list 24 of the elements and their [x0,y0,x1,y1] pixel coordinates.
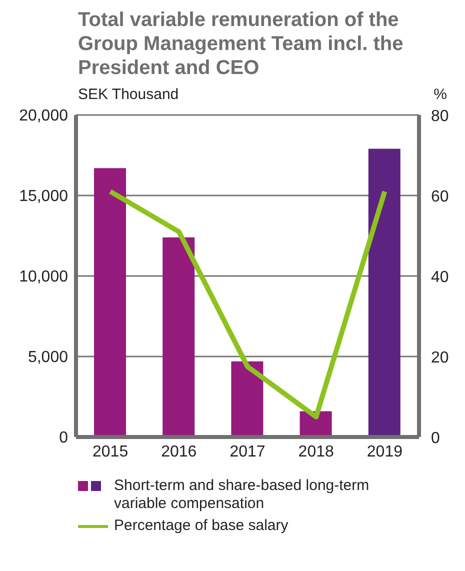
legend-label: Short-term and share-based long-term variable compensation [114,477,370,513]
y2-tick-label: 20 [431,350,449,366]
y-tick-label: 10,000 [19,268,68,286]
y-tick-label: 0 [59,430,68,447]
y-tick-label: 20,000 [19,108,68,125]
y2-tick-label: 60 [431,188,449,206]
y2-axis-title: % [434,86,447,103]
x-tick-label: 2017 [230,443,266,460]
y-tick-label: 15,000 [19,188,68,206]
bar [368,148,400,437]
x-tick-label: 2015 [92,443,128,460]
bar [94,168,126,437]
chart-title: Total variable remuneration of the Group Management Team incl. the President and CEO [78,8,404,80]
y-axis-title: SEK Thousand [78,86,179,103]
x-tick-label: 2018 [298,443,334,460]
legend-label: Percentage of base salary [114,517,290,535]
bar [162,237,195,437]
x-tick-label: 2019 [366,443,403,460]
x-tick-label: 2016 [161,443,197,460]
y2-tick-label: 0 [431,430,440,447]
y2-tick-label: 40 [431,269,449,286]
bar [231,361,264,437]
y2-tick-label: 80 [431,108,449,125]
y-tick-label: 5,000 [28,349,68,366]
